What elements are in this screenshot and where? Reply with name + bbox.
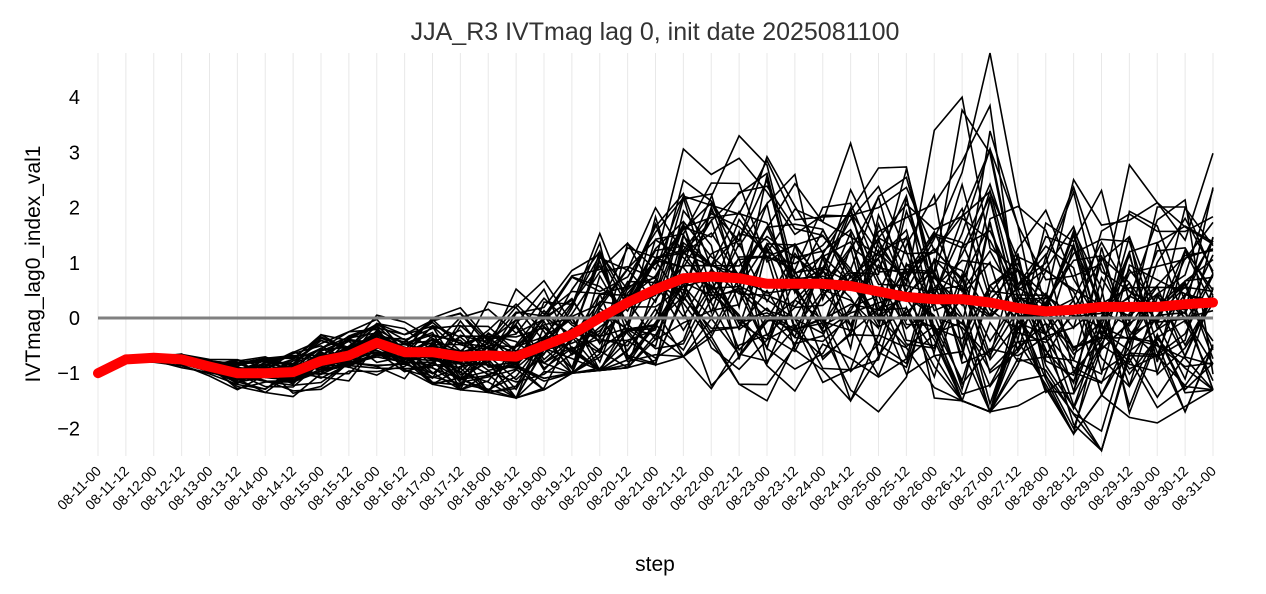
y-tick-label: 4: [69, 87, 80, 109]
ensemble-member-line: [97, 223, 1214, 383]
ensemble-member-line: [97, 208, 1214, 394]
x-axis-label: step: [635, 553, 675, 576]
y-tick-label: −1: [57, 363, 80, 385]
ensemble-member-line: [97, 165, 1214, 391]
y-tick-label: 1: [69, 253, 80, 275]
ensemble-member-line: [97, 261, 1214, 410]
y-tick-label: −2: [57, 418, 80, 440]
ensemble-mean: [93, 271, 1218, 379]
y-tick-label: 0: [69, 308, 80, 330]
ensemble-mean-line: [93, 271, 1218, 379]
chart-title: JJA_R3 IVTmag lag 0, init date 202508110…: [411, 18, 900, 46]
y-tick-label: 3: [69, 142, 80, 164]
y-axis-label: IVTmag_lag0_index_val1: [22, 146, 45, 383]
x-axis-ticks: 08-11-0008-11-1208-12-0008-12-1208-13-00…: [54, 463, 1219, 514]
y-tick-label: 2: [69, 198, 80, 220]
ensemble-member-line: [97, 192, 1214, 453]
y-axis-ticks: −2 −1 0 1 2 3 4: [57, 87, 80, 440]
ensemble-members: [97, 52, 1214, 453]
ensemble-member-line: [97, 190, 1214, 424]
